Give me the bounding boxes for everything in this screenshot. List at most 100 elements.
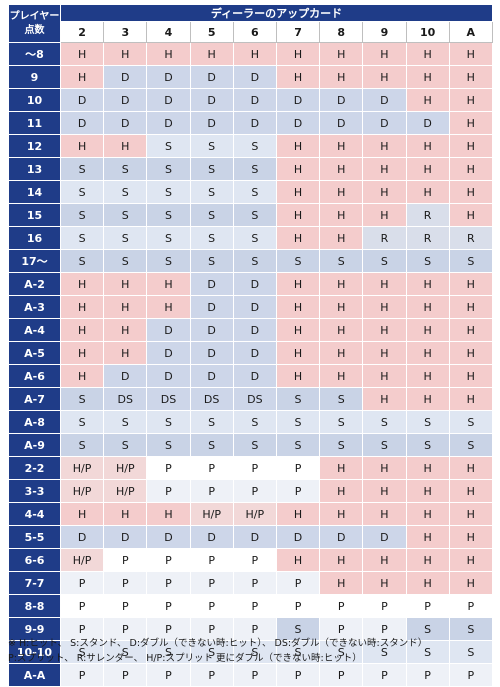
action-cell: P xyxy=(189,479,234,503)
action-cell: S xyxy=(189,134,234,158)
action-cell: H/P xyxy=(103,456,148,480)
player-total-label: 7-7 xyxy=(8,571,61,595)
action-cell: S xyxy=(103,410,148,434)
action-cell: H xyxy=(362,134,407,158)
action-cell: H xyxy=(103,502,148,526)
action-cell: H xyxy=(275,295,321,319)
action-cell: H xyxy=(448,134,493,158)
player-total-label: 2-2 xyxy=(8,456,61,480)
action-cell: H xyxy=(362,318,407,342)
action-cell: D xyxy=(146,341,191,365)
action-cell: H/P xyxy=(103,479,148,503)
action-cell: H xyxy=(405,548,450,572)
table-row: A-3 H H H D D H H H H H xyxy=(8,295,493,319)
action-cell: P xyxy=(146,594,191,618)
action-cell: H xyxy=(362,364,407,388)
action-cell: S xyxy=(232,249,277,273)
action-cell: P xyxy=(275,479,321,503)
action-cell: H xyxy=(362,65,407,89)
table-row: 17～ S S S S S S S S S S xyxy=(8,249,493,273)
action-cell: D xyxy=(189,111,234,135)
action-cell: H xyxy=(319,42,364,66)
action-cell: H xyxy=(275,502,321,526)
action-cell: D xyxy=(232,65,277,89)
action-cell: H xyxy=(448,157,493,181)
action-cell: S xyxy=(232,433,277,457)
action-cell: D xyxy=(189,341,234,365)
action-cell: H xyxy=(448,88,493,112)
table-row: 15 S S S S S H H H R H xyxy=(8,203,493,227)
action-cell: D xyxy=(232,272,277,296)
action-cell: H xyxy=(319,134,364,158)
action-cell: H xyxy=(59,65,105,89)
action-cell: P xyxy=(448,594,493,618)
action-cell: P xyxy=(59,594,105,618)
action-cell: H xyxy=(448,65,493,89)
action-cell: S xyxy=(232,180,277,204)
player-total-label: 13 xyxy=(8,157,61,181)
action-cell: D xyxy=(146,318,191,342)
action-cell: D xyxy=(362,88,407,112)
action-cell: H/P xyxy=(232,502,277,526)
action-cell: DS xyxy=(146,387,191,411)
action-cell: D xyxy=(319,111,364,135)
action-cell: S xyxy=(232,203,277,227)
action-cell: S xyxy=(232,410,277,434)
table-row: 2-2 H/P H/P P P P P H H H H xyxy=(8,456,493,480)
action-cell: H/P xyxy=(59,456,105,480)
action-cell: D xyxy=(232,111,277,135)
action-cell: D xyxy=(275,88,321,112)
action-cell: S xyxy=(146,410,191,434)
action-cell: H xyxy=(275,203,321,227)
action-cell: S xyxy=(275,617,321,641)
action-cell: H xyxy=(362,203,407,227)
action-cell: P xyxy=(146,456,191,480)
action-cell: H xyxy=(362,548,407,572)
action-cell: S xyxy=(232,640,277,664)
action-cell: S xyxy=(59,249,105,273)
action-cell: S xyxy=(448,640,493,664)
table-row: 5-5 D D D D D D D D H H xyxy=(8,525,493,549)
action-cell: P xyxy=(189,456,234,480)
player-total-label: A-8 xyxy=(8,410,61,434)
upcard-header-5: 5 xyxy=(189,21,234,43)
upcard-header-7: 7 xyxy=(275,21,321,43)
player-total-label: A-6 xyxy=(8,364,61,388)
action-cell: H xyxy=(319,364,364,388)
action-cell: H xyxy=(319,295,364,319)
action-cell: H xyxy=(59,364,105,388)
action-cell: D xyxy=(103,525,148,549)
action-cell: P xyxy=(232,663,277,687)
action-cell: H xyxy=(319,157,364,181)
action-cell: H xyxy=(448,387,493,411)
action-cell: S xyxy=(448,617,493,641)
action-cell: P xyxy=(448,663,493,687)
action-cell: P xyxy=(103,548,148,572)
strategy-table-body: ～8 H H H H H H H H H H 9 H D D D D H H H H H 10 D D D D D D D D H H 11 D D D… xyxy=(8,42,493,687)
action-cell: H xyxy=(275,548,321,572)
action-cell: P xyxy=(275,663,321,687)
action-cell: S xyxy=(146,134,191,158)
action-cell: H xyxy=(146,502,191,526)
player-total-label: 12 xyxy=(8,134,61,158)
table-row: A-4 H H D D D H H H H H xyxy=(8,318,493,342)
action-cell: P xyxy=(189,548,234,572)
action-cell: P xyxy=(146,548,191,572)
action-cell: H xyxy=(146,295,191,319)
action-cell: H xyxy=(103,134,148,158)
action-cell: S xyxy=(146,180,191,204)
action-cell: H xyxy=(319,203,364,227)
action-cell: S xyxy=(362,433,407,457)
action-cell: D xyxy=(232,341,277,365)
action-cell: S xyxy=(189,640,234,664)
player-total-label: 10 xyxy=(8,88,61,112)
action-cell: H xyxy=(275,65,321,89)
action-cell: H xyxy=(405,180,450,204)
player-total-label: 9 xyxy=(8,65,61,89)
action-cell: S xyxy=(189,410,234,434)
table-row: A-7 S DS DS DS DS S S H H H xyxy=(8,387,493,411)
action-cell: H xyxy=(319,341,364,365)
player-total-label: 17～ xyxy=(8,249,61,273)
action-cell: P xyxy=(232,456,277,480)
